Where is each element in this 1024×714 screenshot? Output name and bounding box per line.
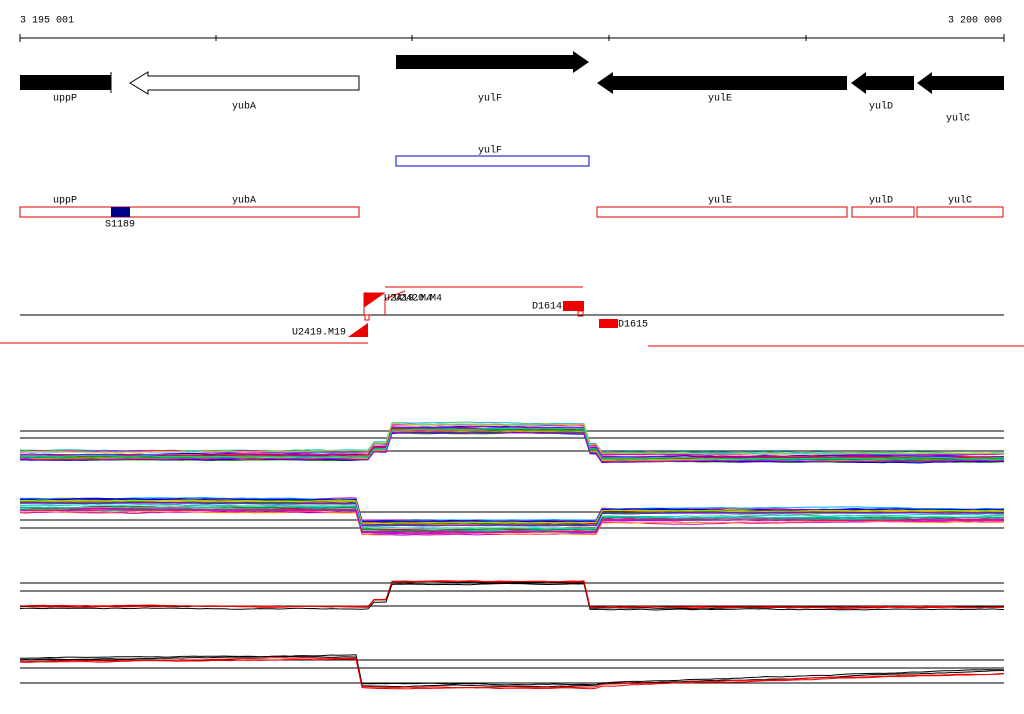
- probe-label: U2419.M4: [384, 294, 432, 305]
- feature-label: uppP: [53, 196, 77, 207]
- gene-label: yulF: [478, 93, 502, 105]
- expression-curve: [19, 502, 1005, 528]
- gene[interactable]: [851, 72, 914, 94]
- feature[interactable]: [851, 206, 915, 218]
- expression-curve: [19, 505, 1005, 530]
- expression-curve: [19, 657, 1005, 689]
- gene[interactable]: [129, 71, 360, 95]
- gene[interactable]: [20, 75, 111, 90]
- expression-tracks: [19, 421, 1005, 690]
- expression-curve: [20, 429, 1005, 461]
- gene-label: yulD: [869, 101, 893, 113]
- probe-label: D1614: [532, 302, 562, 313]
- probe-label: D1615: [618, 320, 648, 331]
- feature[interactable]: [916, 206, 1004, 218]
- probe-flag[interactable]: [363, 292, 386, 315]
- expression-curve: [19, 658, 1005, 690]
- gene-label: yubA: [232, 101, 256, 113]
- gene[interactable]: [396, 51, 589, 73]
- probe-box[interactable]: [563, 301, 584, 311]
- expression-curve: [19, 431, 1004, 463]
- feature-label: yulC: [948, 195, 972, 207]
- expression-curve: [19, 582, 1005, 611]
- expression-curve: [19, 496, 1005, 522]
- feature[interactable]: [596, 206, 848, 218]
- probe-box[interactable]: [599, 319, 618, 328]
- expression-curve: [19, 507, 1005, 533]
- probe-label: U2419.M19: [292, 328, 346, 339]
- feature-label: yubA: [232, 195, 256, 207]
- probe-tick: [577, 310, 584, 317]
- gene-label: uppP: [53, 94, 77, 105]
- gene[interactable]: [597, 72, 847, 94]
- gene[interactable]: [917, 72, 1004, 94]
- feature-label: yulE: [708, 195, 732, 207]
- feature[interactable]: [19, 206, 360, 218]
- expression-curve: [19, 501, 1005, 527]
- ruler-start: 3 195 001: [20, 16, 74, 27]
- gene-label: yulE: [708, 93, 732, 105]
- probe-tick: [364, 314, 370, 321]
- orf-label: yulF: [478, 145, 502, 157]
- orf[interactable]: [395, 155, 590, 167]
- feature-label: S1189: [105, 220, 135, 231]
- expression-curve: [19, 499, 1005, 525]
- expression-curve: [19, 427, 1005, 460]
- probe-flag[interactable]: [384, 290, 406, 315]
- ruler: [19, 34, 1005, 42]
- probe-flag[interactable]: [348, 323, 368, 337]
- expression-curve: [19, 423, 1004, 455]
- ruler-end: 3 200 000: [948, 16, 1002, 27]
- expression-curve: [19, 421, 1005, 454]
- feature-label: yulD: [869, 195, 893, 207]
- expression-curve: [20, 654, 1005, 686]
- expression-curve: [20, 510, 1005, 536]
- expression-curve: [19, 580, 1005, 609]
- probe-label: U2420.M4: [394, 294, 442, 305]
- expression-curve: [19, 499, 1005, 525]
- feature-s[interactable]: [111, 207, 130, 217]
- gene-label: yulC: [946, 113, 970, 125]
